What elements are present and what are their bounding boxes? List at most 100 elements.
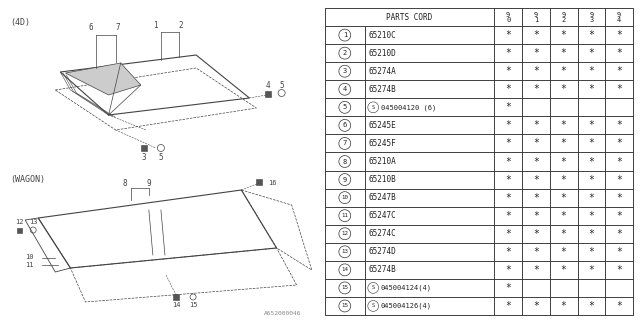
Text: 045004124(4): 045004124(4) <box>381 285 431 291</box>
Bar <box>324 26 365 44</box>
Bar <box>605 188 633 207</box>
Text: 045004120 (6): 045004120 (6) <box>381 104 436 111</box>
Bar <box>365 261 494 279</box>
Text: 6: 6 <box>88 23 93 33</box>
Text: (WAGON): (WAGON) <box>10 175 45 184</box>
Text: *: * <box>505 48 511 58</box>
Text: *: * <box>589 139 595 148</box>
Text: *: * <box>561 211 566 221</box>
Bar <box>605 279 633 297</box>
Bar <box>324 207 365 225</box>
Text: *: * <box>533 84 539 94</box>
Bar <box>577 279 605 297</box>
Bar <box>605 80 633 98</box>
Bar <box>577 62 605 80</box>
Bar <box>257 179 262 185</box>
Text: 65245F: 65245F <box>369 139 397 148</box>
Text: 7: 7 <box>115 23 120 33</box>
Bar <box>365 116 494 134</box>
Text: S: S <box>372 105 375 110</box>
Text: *: * <box>561 120 566 130</box>
Bar <box>365 26 494 44</box>
Bar <box>494 225 522 243</box>
Bar <box>324 297 365 315</box>
Bar <box>577 152 605 171</box>
Text: (4D): (4D) <box>10 18 30 27</box>
Bar <box>550 98 577 116</box>
Bar <box>324 116 365 134</box>
Text: 14: 14 <box>341 267 348 272</box>
Text: *: * <box>561 30 566 40</box>
Text: 3: 3 <box>141 154 146 163</box>
Bar <box>577 261 605 279</box>
Bar <box>494 207 522 225</box>
Text: *: * <box>505 66 511 76</box>
Text: *: * <box>589 301 595 311</box>
Text: *: * <box>561 247 566 257</box>
Text: 5: 5 <box>159 154 163 163</box>
Bar <box>550 134 577 152</box>
Bar <box>17 228 22 233</box>
Text: 9
3: 9 3 <box>589 12 593 22</box>
Text: *: * <box>616 84 622 94</box>
Bar <box>577 207 605 225</box>
Text: *: * <box>589 265 595 275</box>
Bar <box>577 98 605 116</box>
Bar <box>522 297 550 315</box>
Bar <box>522 98 550 116</box>
Text: *: * <box>589 156 595 166</box>
Bar <box>522 116 550 134</box>
Text: *: * <box>589 174 595 185</box>
Bar <box>324 225 365 243</box>
Text: *: * <box>561 265 566 275</box>
Bar <box>605 44 633 62</box>
Bar <box>324 62 365 80</box>
Bar <box>550 171 577 188</box>
Bar <box>550 80 577 98</box>
Text: 12: 12 <box>341 231 348 236</box>
Text: 4: 4 <box>265 81 270 90</box>
Bar <box>365 188 494 207</box>
Bar <box>522 207 550 225</box>
Text: *: * <box>616 174 622 185</box>
Text: *: * <box>561 193 566 203</box>
Text: 8: 8 <box>122 179 127 188</box>
Text: *: * <box>533 193 539 203</box>
Text: 2: 2 <box>342 50 347 56</box>
Text: *: * <box>533 139 539 148</box>
Bar <box>324 80 365 98</box>
Bar <box>365 80 494 98</box>
Text: *: * <box>533 120 539 130</box>
Text: 65274D: 65274D <box>369 247 397 256</box>
Text: 10: 10 <box>25 254 34 260</box>
Text: *: * <box>533 48 539 58</box>
Bar <box>550 188 577 207</box>
Text: *: * <box>533 301 539 311</box>
Bar <box>365 243 494 261</box>
Bar <box>324 243 365 261</box>
Text: 12: 12 <box>15 219 23 225</box>
Text: 15: 15 <box>341 285 348 291</box>
Text: *: * <box>533 174 539 185</box>
Bar <box>605 171 633 188</box>
Text: 11: 11 <box>341 213 348 218</box>
Text: 65210D: 65210D <box>369 49 397 58</box>
Bar <box>522 62 550 80</box>
Text: 65274B: 65274B <box>369 265 397 274</box>
Bar <box>522 188 550 207</box>
Bar <box>550 279 577 297</box>
Text: *: * <box>505 193 511 203</box>
Text: 16: 16 <box>269 180 277 186</box>
Text: *: * <box>589 66 595 76</box>
Text: *: * <box>616 301 622 311</box>
Text: *: * <box>505 229 511 239</box>
Text: 65210C: 65210C <box>369 31 397 40</box>
Text: 10: 10 <box>341 195 348 200</box>
Text: *: * <box>561 48 566 58</box>
Text: 5: 5 <box>279 81 284 90</box>
Bar <box>365 171 494 188</box>
Text: 13: 13 <box>29 219 37 225</box>
Text: 65247C: 65247C <box>369 211 397 220</box>
Bar <box>577 116 605 134</box>
Text: *: * <box>616 247 622 257</box>
